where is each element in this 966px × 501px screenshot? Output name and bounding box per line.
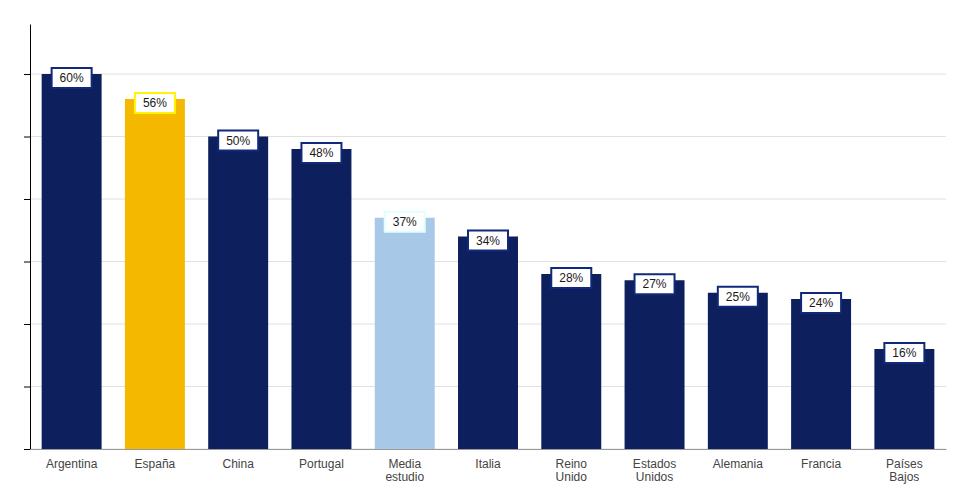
y-tick-mark (24, 324, 30, 325)
bar (125, 99, 185, 449)
y-tick (24, 262, 30, 263)
data-label: 34% (468, 231, 508, 251)
data-label-box (801, 293, 841, 313)
data-label: 27% (635, 274, 675, 294)
x-tick-label: Francia (801, 457, 841, 471)
x-tick-label: Alemania (713, 457, 763, 471)
y-tick (24, 449, 30, 450)
x-tick: Argentina (46, 449, 98, 471)
x-tick: EstadosUnidos (633, 449, 676, 484)
data-label: 25% (718, 287, 758, 307)
y-tick-mark (24, 449, 30, 450)
data-label: 28% (551, 268, 591, 288)
data-label: 37% (385, 212, 425, 232)
grid (30, 74, 946, 449)
data-label-text: 48% (309, 146, 333, 160)
data-label-text: 24% (809, 296, 833, 310)
data-label-box (718, 287, 758, 307)
plot: Argentina España China Portugal Mediaestudio… (24, 25, 947, 485)
chart: Argentina España China Portugal Mediaestudio… (0, 0, 966, 501)
y-tick (24, 387, 30, 388)
y-tick (24, 324, 30, 325)
x-tick-label: PaísesBajos (886, 457, 923, 485)
data-label-text: 34% (476, 234, 500, 248)
x-tick-label: Italia (475, 457, 501, 471)
data-label-text: 28% (559, 271, 583, 285)
data-label-box (551, 268, 591, 288)
bars (42, 74, 935, 449)
data-label-text: 27% (643, 277, 667, 291)
x-tick: ReinoUnido (556, 449, 588, 484)
x-tick-label: Portugal (299, 457, 344, 471)
x-tick-label: ReinoUnido (556, 457, 588, 485)
x-tick: China (223, 449, 255, 471)
data-label-box (884, 343, 924, 363)
data-label-text: 56% (143, 96, 167, 110)
bar (291, 149, 351, 449)
data-label-text: 60% (60, 71, 84, 85)
data-label-text: 16% (892, 346, 916, 360)
y-tick-mark (24, 262, 30, 263)
x-tick-label: Argentina (46, 457, 98, 471)
data-label-box (468, 231, 508, 251)
data-labels: 60% 56% 50% 48% 37% 34% 28% 27% 25% 24% 16% (52, 68, 925, 363)
x-tick-label: China (223, 457, 255, 471)
x-tick-label: EstadosUnidos (633, 457, 676, 485)
y-tick (24, 199, 30, 200)
x-axis: Argentina España China Portugal Mediaestudio… (31, 449, 947, 484)
y-tick (24, 137, 30, 138)
grid-line (30, 74, 946, 75)
data-label: 24% (801, 293, 841, 313)
data-label-box (301, 143, 341, 163)
x-tick: Mediaestudio (385, 449, 424, 484)
data-label-box (135, 93, 175, 113)
data-label-box (635, 274, 675, 294)
y-tick-mark (24, 387, 30, 388)
x-tick: Portugal (299, 449, 344, 471)
y-tick-mark (24, 74, 30, 75)
x-tick: Italia (475, 449, 501, 471)
bar (791, 299, 851, 449)
x-axis-line (31, 449, 947, 450)
x-tick: PaísesBajos (886, 449, 923, 484)
data-label-box (385, 212, 425, 232)
data-label: 60% (52, 68, 92, 88)
data-label-box (52, 68, 92, 88)
data-label: 50% (218, 131, 258, 151)
data-label-text: 50% (226, 134, 250, 148)
bar (208, 137, 268, 450)
x-tick: Alemania (713, 449, 763, 471)
bar (458, 237, 518, 450)
y-tick (24, 74, 30, 75)
x-tick-label: Mediaestudio (385, 457, 424, 485)
y-axis-line (30, 25, 31, 450)
bar (541, 274, 601, 449)
bar (42, 74, 102, 449)
data-label-text: 37% (393, 215, 417, 229)
bar (708, 293, 768, 449)
data-label-box (218, 131, 258, 151)
bar (625, 280, 685, 449)
x-tick: España (135, 449, 176, 471)
data-label: 56% (135, 93, 175, 113)
y-tick-mark (24, 137, 30, 138)
data-label-text: 25% (726, 290, 750, 304)
bar (375, 218, 435, 449)
x-tick-label: España (135, 457, 176, 471)
y-tick-mark (24, 199, 30, 200)
data-label: 48% (301, 143, 341, 163)
x-tick: Francia (801, 449, 841, 471)
data-label: 16% (884, 343, 924, 363)
y-axis (24, 25, 31, 450)
